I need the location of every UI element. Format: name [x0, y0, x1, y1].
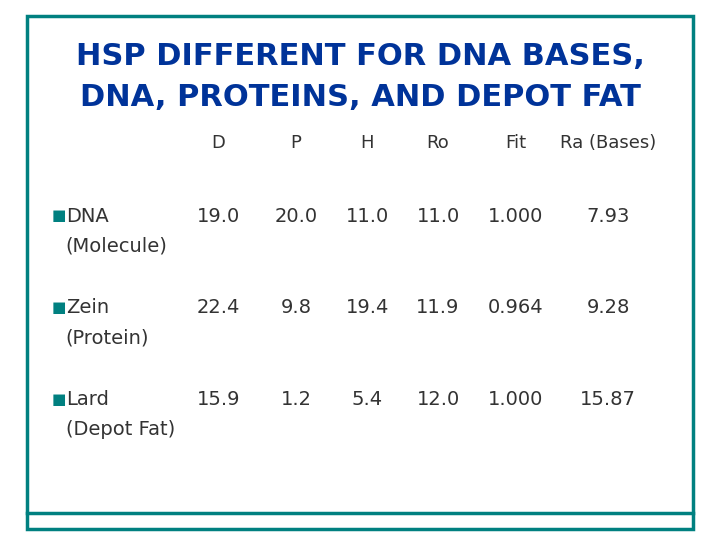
Text: 9.28: 9.28 [587, 298, 630, 318]
Text: 0.964: 0.964 [488, 298, 544, 318]
Text: Lard: Lard [66, 390, 109, 409]
Text: 11.0: 11.0 [416, 206, 459, 226]
Text: 15.9: 15.9 [197, 390, 240, 409]
Text: D: D [211, 134, 225, 152]
Text: 19.0: 19.0 [197, 206, 240, 226]
Text: HSP DIFFERENT FOR DNA BASES,: HSP DIFFERENT FOR DNA BASES, [76, 42, 644, 71]
Text: Zein: Zein [66, 298, 109, 318]
Text: 1.000: 1.000 [488, 390, 544, 409]
Text: P: P [291, 134, 302, 152]
Text: Ro: Ro [427, 134, 449, 152]
Text: 22.4: 22.4 [197, 298, 240, 318]
Text: 1.000: 1.000 [488, 206, 544, 226]
Text: ■: ■ [52, 392, 66, 407]
FancyBboxPatch shape [27, 16, 693, 529]
Text: DNA: DNA [66, 206, 109, 226]
Text: 11.0: 11.0 [346, 206, 389, 226]
Text: 15.87: 15.87 [580, 390, 636, 409]
Text: 5.4: 5.4 [351, 390, 382, 409]
Text: (Protein): (Protein) [66, 328, 149, 347]
Text: H: H [360, 134, 374, 152]
Text: 7.93: 7.93 [587, 206, 630, 226]
Text: ■: ■ [52, 300, 66, 315]
Text: Fit: Fit [505, 134, 526, 152]
Text: (Depot Fat): (Depot Fat) [66, 420, 175, 439]
Text: ■: ■ [52, 208, 66, 224]
Text: 19.4: 19.4 [346, 298, 389, 318]
Text: (Molecule): (Molecule) [66, 236, 168, 255]
Text: DNA, PROTEINS, AND DEPOT FAT: DNA, PROTEINS, AND DEPOT FAT [80, 83, 640, 112]
Text: 12.0: 12.0 [416, 390, 459, 409]
Text: 11.9: 11.9 [416, 298, 459, 318]
Text: 20.0: 20.0 [274, 206, 318, 226]
Text: Ra (Bases): Ra (Bases) [560, 134, 657, 152]
Text: 9.8: 9.8 [281, 298, 312, 318]
Text: 1.2: 1.2 [281, 390, 312, 409]
